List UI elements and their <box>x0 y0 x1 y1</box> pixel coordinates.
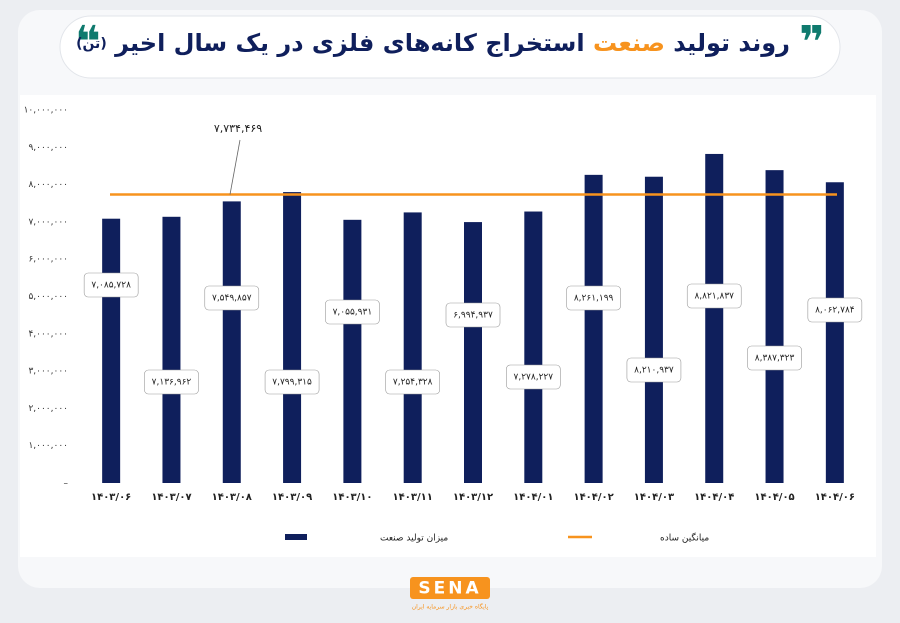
data-label-box <box>264 369 320 395</box>
bar <box>524 211 543 483</box>
data-label: ۶,۹۹۴,۹۳۷ <box>453 311 493 321</box>
x-tick-label: ۱۴۰۴/۰۳ <box>634 492 674 503</box>
bar <box>222 201 241 484</box>
x-tick-label: ۱۴۰۴/۰۴ <box>694 492 734 503</box>
bar <box>464 222 482 483</box>
data-label: ۷,۵۴۹,۸۵۷ <box>212 294 252 304</box>
data-label: ۸,۲۱۰,۹۳۷ <box>634 366 674 376</box>
data-label: ۸,۸۲۱,۸۳۷ <box>694 292 734 302</box>
data-label: ۸,۳۸۷,۳۲۳ <box>755 354 795 364</box>
x-tick-label: ۱۴۰۴/۰۵ <box>754 492 794 503</box>
bar <box>765 170 784 484</box>
y-tick-label: ۹,۰۰۰,۰۰۰ <box>28 143 68 153</box>
data-label-box <box>83 272 139 298</box>
data-label: ۷,۰۵۵,۹۳۱ <box>333 308 373 318</box>
bar <box>584 174 603 483</box>
bar <box>283 192 302 483</box>
x-tick-label: ۱۴۰۳/۰۹ <box>272 492 312 503</box>
bar <box>343 219 362 483</box>
legend-label: میانگین ساده <box>660 532 709 544</box>
bar <box>162 216 181 483</box>
bar <box>705 153 724 483</box>
chart-title: روند تولید صنعت استخراج کانه‌های فلزی در… <box>76 29 790 57</box>
y-tick-label: ۱,۰۰۰,۰۰۰ <box>28 441 68 451</box>
bar <box>825 182 844 483</box>
x-tick-label: ۱۴۰۳/۱۲ <box>453 492 493 503</box>
data-label-box <box>807 297 863 323</box>
data-label: ۷,۲۷۸,۲۲۷ <box>514 373 554 383</box>
y-tick-label: ۳,۰۰۰,۰۰۰ <box>28 367 68 377</box>
data-label-box <box>144 369 199 395</box>
data-label-box <box>445 302 501 328</box>
y-tick-label: ۷,۰۰۰,۰۰۰ <box>28 217 68 227</box>
bar <box>102 218 121 484</box>
data-label: ۸,۲۶۱,۱۹۹ <box>574 294 614 304</box>
title-part: صنعت <box>593 29 665 57</box>
data-label: ۷,۷۹۹,۳۱۵ <box>272 378 312 388</box>
x-tick-label: ۱۴۰۳/۰۸ <box>212 492 252 503</box>
title-unit: (تن) <box>76 36 107 52</box>
average-label: ۷,۷۳۴,۴۶۹ <box>214 122 262 135</box>
x-tick-label: ۱۴۰۴/۰۶ <box>815 492 855 503</box>
x-tick-label: ۱۴۰۳/۰۶ <box>91 492 131 503</box>
data-label: ۸,۰۶۲,۷۸۴ <box>815 306 855 316</box>
data-label-box <box>385 369 440 395</box>
quote-mark: ❞ <box>799 17 825 68</box>
x-tick-label: ۱۴۰۳/۱۱ <box>393 492 433 503</box>
data-label-box <box>204 285 260 311</box>
data-label-box <box>566 285 621 311</box>
x-tick-label: ۱۴۰۳/۰۷ <box>151 492 191 503</box>
x-tick-label: ۱۴۰۳/۱۰ <box>332 492 372 503</box>
x-tick-label: ۱۴۰۴/۰۲ <box>573 492 613 503</box>
logo-box <box>410 577 490 599</box>
y-tick-label: ۲,۰۰۰,۰۰۰ <box>28 404 68 414</box>
data-label-box <box>686 283 742 309</box>
bar <box>644 176 663 483</box>
quote-mark: ❝ <box>75 17 101 68</box>
y-tick-label: – <box>64 479 69 489</box>
y-tick-label: ۱۰,۰۰۰,۰۰۰ <box>24 106 68 116</box>
y-tick-label: ۶,۰۰۰,۰۰۰ <box>28 255 68 265</box>
y-tick-label: ۴,۰۰۰,۰۰۰ <box>28 329 68 339</box>
data-label: ۷,۲۵۴,۳۲۸ <box>393 378 433 388</box>
data-label: ۷,۰۸۵,۷۲۸ <box>91 281 131 291</box>
x-tick-label: ۱۴۰۴/۰۱ <box>513 492 553 503</box>
data-label: ۷,۱۳۶,۹۶۲ <box>152 378 192 388</box>
bar <box>403 212 422 483</box>
legend-label: میزان تولید صنعت <box>380 534 448 544</box>
y-tick-label: ۸,۰۰۰,۰۰۰ <box>28 180 68 190</box>
logo: SENA <box>418 579 481 599</box>
legend-swatch <box>285 534 307 540</box>
data-label-box <box>325 299 380 325</box>
y-tick-label: ۵,۰۰۰,۰۰۰ <box>28 292 68 302</box>
title-pill <box>59 15 841 79</box>
data-label-box <box>506 364 561 390</box>
data-label-box <box>626 357 682 383</box>
logo-tagline: پایگاه خبری بازار سرمایه ایران <box>412 603 489 611</box>
title-part: استخراج کانه‌های فلزی در یک سال اخیر <box>114 29 585 57</box>
data-label-box <box>747 345 802 371</box>
title-part: روند تولید <box>673 29 790 57</box>
average-leader <box>229 139 241 195</box>
